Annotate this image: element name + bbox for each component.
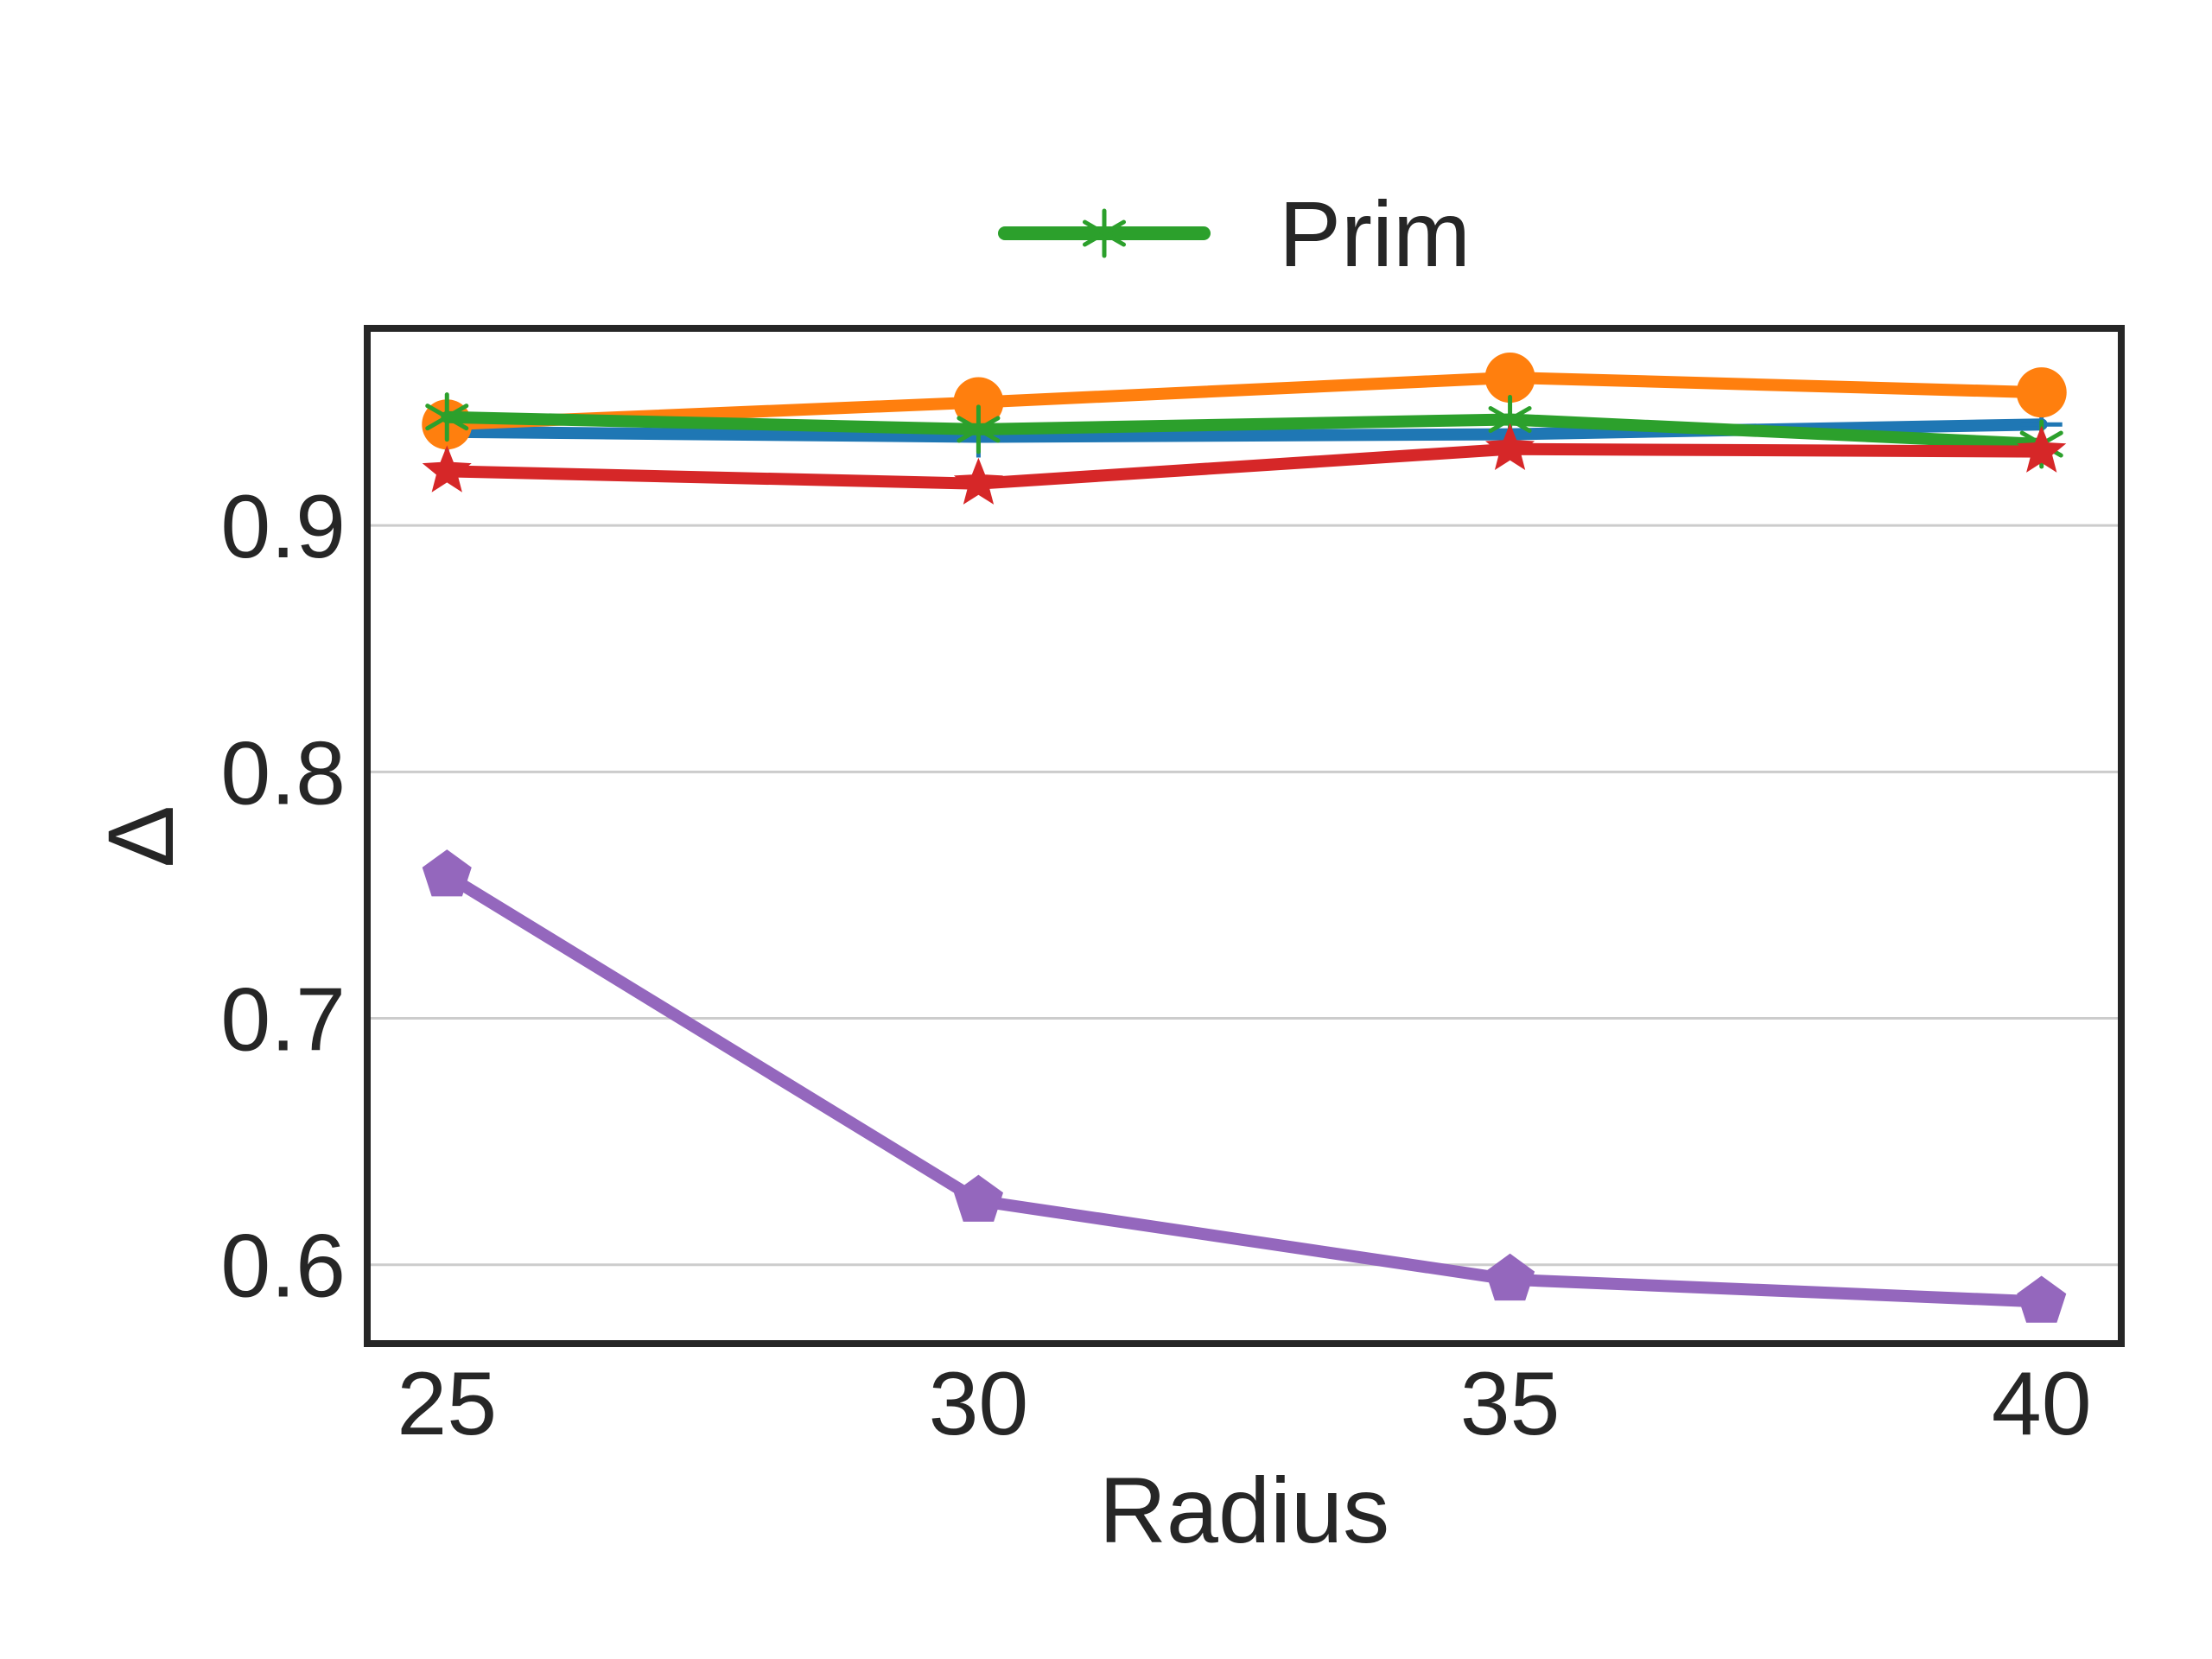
x-tick-label: 40 xyxy=(1992,1354,2092,1454)
gridlines xyxy=(367,524,2121,1267)
series-line xyxy=(441,869,2048,1308)
legend-marker-symbol xyxy=(1082,208,1127,258)
series-line xyxy=(441,372,2048,431)
data-point xyxy=(1485,423,1535,470)
plot-frame xyxy=(364,325,2125,1347)
x-tick-label: 30 xyxy=(929,1354,1029,1454)
series-3 xyxy=(425,392,2063,469)
series-line xyxy=(441,410,2048,450)
data-point xyxy=(422,849,472,897)
data-point xyxy=(953,1174,1003,1222)
data-point xyxy=(2016,367,2067,418)
y-tick-label: 0.8 xyxy=(220,723,346,823)
data-point xyxy=(425,392,469,442)
x-tick-label: 25 xyxy=(397,1354,497,1454)
x-axis-label: Radius xyxy=(1099,1458,1389,1562)
legend-marker-prim xyxy=(1082,208,1127,258)
y-tick-label: 0.6 xyxy=(220,1217,346,1317)
data-point xyxy=(953,377,1004,428)
series-5 xyxy=(422,849,2067,1323)
legend-label-prim: Prim xyxy=(1279,181,1471,286)
data-point xyxy=(422,445,472,493)
legend: Prim xyxy=(998,181,1471,286)
y-tick-label: 0.9 xyxy=(220,477,346,577)
y-axis-ticks: 0.6 0.7 0.8 0.9 xyxy=(220,477,346,1317)
data-point xyxy=(2017,425,2067,473)
y-tick-label: 0.7 xyxy=(220,970,346,1071)
data-point xyxy=(1484,353,1535,404)
data-point xyxy=(957,404,1001,454)
data-point xyxy=(1485,1253,1535,1301)
series-4 xyxy=(422,423,2067,505)
x-axis-ticks: 25 30 35 40 xyxy=(397,1354,2091,1454)
x-tick-label: 35 xyxy=(1460,1354,1560,1454)
plot-series xyxy=(422,353,2067,1323)
series-line xyxy=(441,442,2048,490)
data-point xyxy=(953,457,1003,505)
data-point xyxy=(2017,1275,2067,1323)
y-axis-label: Δ xyxy=(88,805,193,868)
